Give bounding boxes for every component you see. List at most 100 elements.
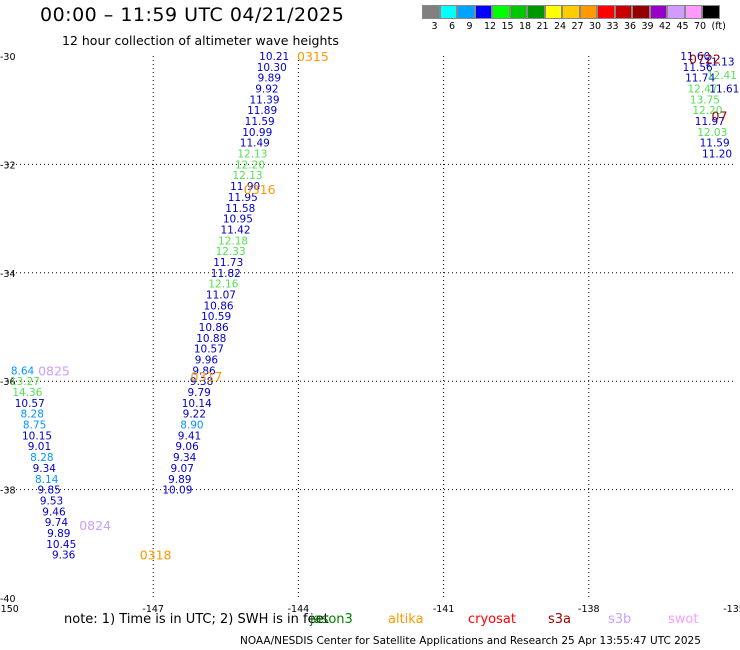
wave-height-point: 11.49 bbox=[240, 138, 270, 150]
colorbar-swatch bbox=[492, 5, 510, 19]
chart-title: 00:00 – 11:59 UTC 04/21/2025 bbox=[40, 4, 345, 26]
wave-height-point: 9.74 bbox=[45, 517, 69, 529]
track-time-label: 0317 bbox=[191, 369, 223, 384]
colorbar-swatch bbox=[702, 5, 720, 19]
footer-credit: NOAA/NESDIS Center for Satellite Applica… bbox=[240, 635, 701, 647]
satellite-legend-item: cryosat bbox=[468, 612, 516, 627]
wave-height-point: 11.39 bbox=[249, 94, 279, 106]
wave-height-point: 12.13 bbox=[233, 170, 263, 182]
colorbar-label: 24 bbox=[554, 21, 567, 32]
satellite-legend-item: altika bbox=[388, 612, 424, 627]
colorbar-label: 45 bbox=[676, 21, 689, 32]
colorbar-label: 3 bbox=[431, 21, 438, 32]
colorbar-label: 42 bbox=[659, 21, 672, 32]
colorbar-swatch bbox=[474, 5, 492, 19]
x-tick-label: -144 bbox=[288, 604, 310, 615]
y-tick-label: -34 bbox=[0, 269, 16, 280]
colorbar-label: 33 bbox=[606, 21, 619, 32]
x-tick-label: -150 bbox=[0, 604, 19, 615]
wave-height-point: 10.15 bbox=[22, 430, 52, 442]
wave-height-point: 9.34 bbox=[33, 463, 57, 475]
wave-height-point: 10.99 bbox=[242, 127, 272, 139]
wave-height-point: 9.96 bbox=[195, 355, 219, 367]
colorbar-label: (ft) bbox=[711, 21, 726, 32]
wave-height-point: 11.60 bbox=[680, 51, 710, 63]
wave-height-point: 9.41 bbox=[178, 430, 201, 442]
wave-height-point: 12.13 bbox=[237, 149, 267, 161]
colorbar-label: 9 bbox=[466, 21, 473, 32]
colorbar-swatch bbox=[579, 5, 597, 19]
wave-height-point: 9.92 bbox=[255, 84, 278, 96]
wave-height-point: 11.56 bbox=[683, 62, 713, 74]
colorbar-label: 30 bbox=[589, 21, 602, 32]
colorbar-label: 21 bbox=[536, 21, 549, 32]
wave-height-point: 11.95 bbox=[228, 192, 258, 204]
wave-height-point: 9.34 bbox=[173, 452, 197, 464]
wave-height-point: 11.58 bbox=[225, 203, 255, 215]
wave-height-point: 8.64 bbox=[11, 365, 35, 377]
track-time-label: 0316 bbox=[244, 182, 276, 197]
colorbar-label: 15 bbox=[501, 21, 514, 32]
colorbar-swatch bbox=[509, 5, 527, 19]
wave-height-point: 11.73 bbox=[213, 257, 243, 269]
wave-height-point: 12.18 bbox=[218, 235, 248, 247]
colorbar-swatch bbox=[439, 5, 457, 19]
x-tick-label: -135 bbox=[723, 604, 740, 615]
wave-height-point: 12.20 bbox=[692, 105, 722, 117]
colorbar-swatch bbox=[422, 5, 440, 19]
wave-height-point: 10.59 bbox=[201, 311, 231, 323]
colorbar-label: 70 bbox=[694, 21, 707, 32]
wave-height-point: 11.42 bbox=[220, 224, 250, 236]
wave-height-point: 9.06 bbox=[175, 441, 199, 453]
track-time-label: 0318 bbox=[140, 548, 172, 563]
colorbar-swatch bbox=[597, 5, 615, 19]
y-tick-label: -30 bbox=[0, 52, 16, 63]
satellite-legend-item: s3b bbox=[608, 612, 632, 627]
wave-height-point: 10.86 bbox=[199, 322, 229, 334]
colorbar-label: 6 bbox=[449, 21, 456, 32]
colorbar-swatch bbox=[527, 5, 545, 19]
wave-height-point: 11.89 bbox=[247, 105, 277, 117]
colorbar-swatch bbox=[632, 5, 650, 19]
wave-height-point: 9.89 bbox=[47, 528, 70, 540]
colorbar-label: 27 bbox=[571, 21, 584, 32]
track-time-label: 0824 bbox=[79, 518, 111, 533]
wave-height-point: 13.27 bbox=[10, 376, 40, 388]
wave-height-point: 10.21 bbox=[259, 51, 289, 63]
wave-height-point: 9.89 bbox=[258, 73, 281, 85]
wave-height-point: 11.13 bbox=[704, 56, 734, 68]
wave-height-point: 11.59 bbox=[245, 116, 275, 128]
wave-height-point: 9.22 bbox=[183, 409, 206, 421]
wave-height-point: 10.45 bbox=[46, 539, 76, 551]
y-tick-label: -32 bbox=[0, 160, 16, 171]
x-tick-label: -141 bbox=[433, 604, 455, 615]
colorbar-label: 12 bbox=[484, 21, 497, 32]
colorbar-label: 36 bbox=[624, 21, 637, 32]
wave-height-point: 11.74 bbox=[685, 73, 715, 85]
wave-height-point: 9.01 bbox=[28, 441, 51, 453]
wave-height-point: 11.59 bbox=[700, 138, 730, 150]
wave-height-point: 9.79 bbox=[187, 387, 210, 399]
satellite-legend-item: swot bbox=[668, 612, 699, 627]
wave-height-point: 11.97 bbox=[695, 116, 725, 128]
wave-height-point: 9.89 bbox=[168, 474, 191, 486]
colorbar-swatch bbox=[457, 5, 475, 19]
y-tick-label: -38 bbox=[0, 486, 16, 497]
wave-height-point: 12.16 bbox=[208, 279, 238, 291]
note-text: note: 1) Time is in UTC; 2) SWH is in fe… bbox=[64, 612, 329, 627]
wave-height-point: 12.47 bbox=[688, 84, 718, 96]
wave-height-point: 9.85 bbox=[37, 485, 60, 497]
colorbar-swatch bbox=[684, 5, 702, 19]
y-tick-label: -40 bbox=[0, 594, 16, 605]
wave-height-point: 10.09 bbox=[162, 485, 192, 497]
wave-height-point: 8.28 bbox=[30, 452, 53, 464]
wave-height-point: 12.03 bbox=[697, 127, 727, 139]
track-time-label: 0825 bbox=[38, 363, 70, 378]
wave-height-point: 9.86 bbox=[192, 365, 216, 377]
wave-height-point: 12.20 bbox=[235, 159, 265, 171]
wave-height-point: 9.46 bbox=[42, 506, 66, 518]
wave-height-point: 9.38 bbox=[190, 376, 213, 388]
wave-height-point: 10.88 bbox=[196, 333, 226, 345]
wave-height-point: 10.57 bbox=[15, 398, 45, 410]
